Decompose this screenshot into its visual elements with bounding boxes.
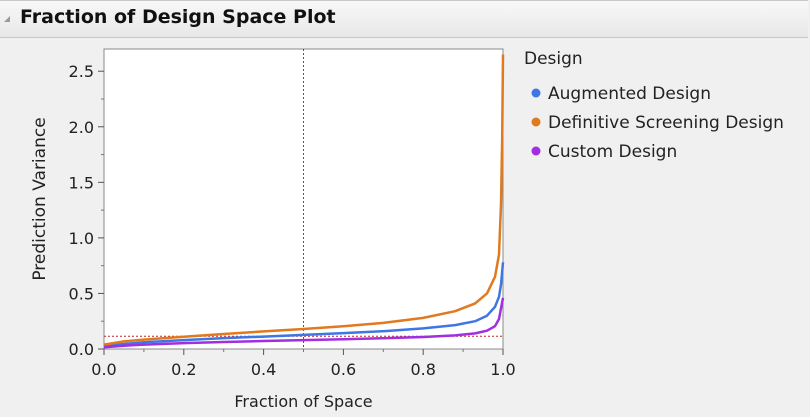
legend-item-label: Custom Design [548, 142, 677, 162]
disclosure-triangle-icon[interactable] [4, 16, 10, 22]
y-tick-label: 0.0 [69, 340, 94, 359]
y-tick-label: 0.5 [69, 284, 94, 303]
series-line-augmented-design [103, 262, 505, 348]
y-tick-label: 2.5 [69, 62, 94, 81]
x-tick-label: 0.0 [91, 360, 116, 379]
y-tick-label: 2.0 [69, 118, 94, 137]
x-tick-label: 0.8 [410, 360, 435, 379]
x-tick-label: 0.4 [251, 360, 276, 379]
legend-item-label: Definitive Screening Design [548, 113, 784, 133]
legend-marker [531, 146, 541, 156]
x-tick-label: 0.6 [331, 360, 356, 379]
x-axis-label: Fraction of Space [234, 392, 372, 411]
x-tick-label: 1.0 [490, 360, 515, 379]
y-tick-label: 1.0 [69, 229, 94, 248]
legend-marker [531, 88, 541, 98]
series-line-definitive-screening-design [103, 54, 505, 346]
y-axis-label: Prediction Variance [30, 117, 50, 280]
page-title: Fraction of Design Space Plot [20, 6, 336, 28]
fraction-of-design-space-chart: 0.0 0.5 1.0 1.5 2.0 2.5 0.0 0.2 0.4 0.6 0.8 1.0 Frac… [30, 48, 784, 411]
y-tick-label: 1.5 [69, 173, 94, 192]
legend-marker [531, 117, 541, 127]
legend-item-label: Augmented Design [548, 84, 711, 104]
x-tick-label: 0.2 [171, 360, 196, 379]
outline-header[interactable]: Fraction of Design Space Plot [0, 0, 808, 38]
legend-title: Design [524, 49, 583, 69]
series-line-custom-design [103, 297, 505, 349]
